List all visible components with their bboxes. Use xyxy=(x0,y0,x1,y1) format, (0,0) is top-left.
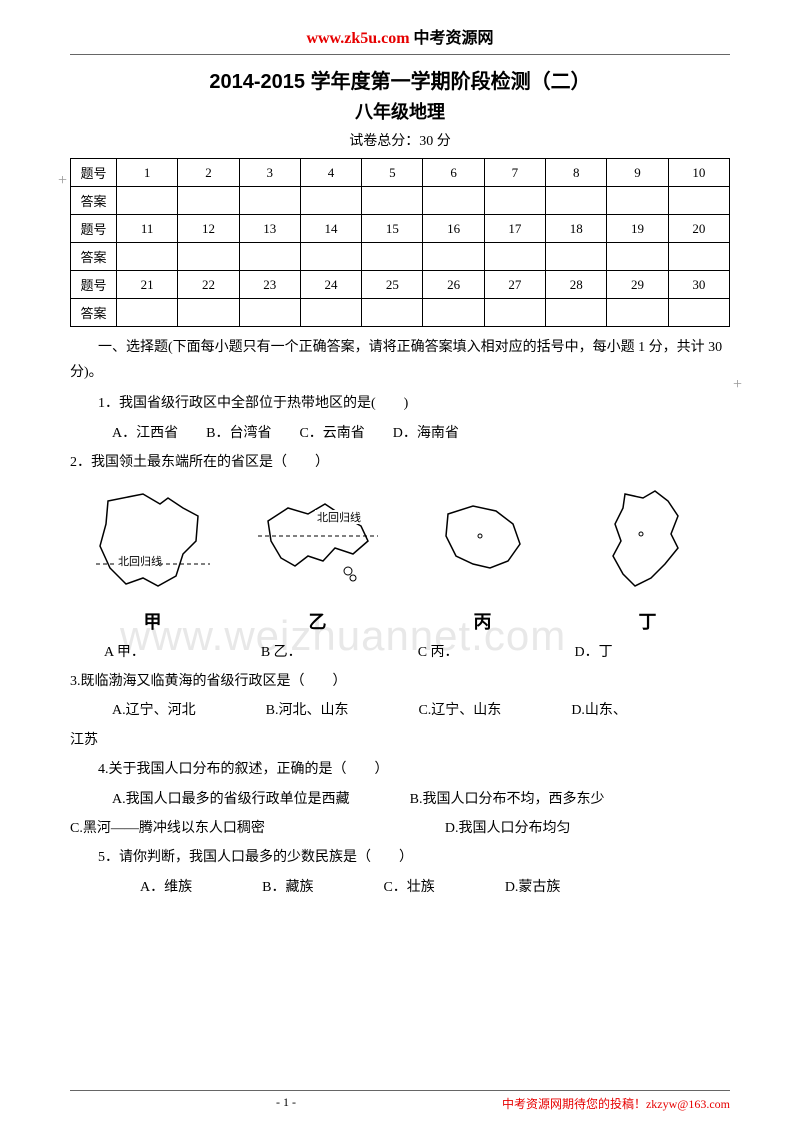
grid-cell: 8 xyxy=(546,159,607,187)
grid-cell: 24 xyxy=(300,271,361,299)
label-ding: 丁 xyxy=(639,608,657,634)
svg-text:北回归线: 北回归线 xyxy=(317,510,361,524)
question-3: 3.既临渤海又临黄海的省级行政区是（ ） xyxy=(70,667,730,696)
grid-cell: 26 xyxy=(423,271,484,299)
grid-cell: 2 xyxy=(178,159,239,187)
grid-cell: 27 xyxy=(484,271,545,299)
opt-a: A.我国人口最多的省级行政单位是西藏 xyxy=(112,785,350,814)
opt-b: B.河北、山东 xyxy=(266,696,349,725)
site-header: www.zk5u.com 中考资源网 xyxy=(70,24,730,48)
opt-d: D．丁 xyxy=(575,638,613,667)
grid-cell: 18 xyxy=(546,215,607,243)
grid-cell: 13 xyxy=(239,215,300,243)
question-4-options-1: A.我国人口最多的省级行政单位是西藏 B.我国人口分布不均，西多东少 xyxy=(70,785,730,814)
label-jia: 甲 xyxy=(144,608,162,634)
grid-label: 答案 xyxy=(71,187,117,215)
grid-cell: 12 xyxy=(178,215,239,243)
question-5: 5．请你判断，我国人口最多的少数民族是（ ） xyxy=(70,843,730,872)
opt-c: C.黑河——腾冲线以东人口稠密 xyxy=(70,814,265,843)
opt-a: A 甲． xyxy=(104,638,145,667)
grid-label: 题号 xyxy=(71,215,117,243)
score-line: 试卷总分：30 分 xyxy=(70,130,730,150)
page-title: 2014-2015 学年度第一学期阶段检测（二） xyxy=(70,65,730,94)
map-ding xyxy=(583,486,713,596)
grid-cell: 29 xyxy=(607,271,668,299)
grid-cell: 22 xyxy=(178,271,239,299)
opt-d: D.山东、 xyxy=(571,696,627,725)
page-subtitle: 八年级地理 xyxy=(70,98,730,124)
header-divider xyxy=(70,54,730,55)
question-2-options: A 甲． B 乙． C 丙． D．丁 xyxy=(70,638,730,667)
opt-d: D.蒙古族 xyxy=(505,873,561,902)
label-bing: 丙 xyxy=(474,608,492,634)
grid-cell: 1 xyxy=(117,159,178,187)
opt-c: C.辽宁、山东 xyxy=(418,696,501,725)
crop-mark-right: + xyxy=(733,376,742,394)
grid-label: 答案 xyxy=(71,243,117,271)
question-1: 1．我国省级行政区中全部位于热带地区的是( ) xyxy=(70,389,730,418)
opt-b: B 乙． xyxy=(261,638,302,667)
grid-cell: 19 xyxy=(607,215,668,243)
province-maps-row: 北回归线 北回归线 xyxy=(70,486,730,606)
grid-cell: 30 xyxy=(668,271,729,299)
map-bing xyxy=(418,486,548,596)
grid-cell: 3 xyxy=(239,159,300,187)
grid-cell: 20 xyxy=(668,215,729,243)
question-3-wrap: 江苏 xyxy=(70,726,730,755)
crop-mark-left: + xyxy=(58,172,67,190)
answer-grid: 题号 1 2 3 4 5 6 7 8 9 10 答案 题号 11 12 13 1… xyxy=(70,158,730,327)
question-5-options: A．维族 B．藏族 C．壮族 D.蒙古族 xyxy=(70,873,730,902)
grid-cell: 14 xyxy=(300,215,361,243)
grid-cell: 15 xyxy=(362,215,423,243)
question-4: 4.关于我国人口分布的叙述，正确的是（ ） xyxy=(70,755,730,784)
grid-cell: 5 xyxy=(362,159,423,187)
question-4-options-2: C.黑河——腾冲线以东人口稠密 D.我国人口分布均匀 xyxy=(70,814,730,843)
opt-a: A．维族 xyxy=(140,873,192,902)
grid-cell: 10 xyxy=(668,159,729,187)
grid-label: 题号 xyxy=(71,159,117,187)
question-1-options: A．江西省 B．台湾省 C．云南省 D．海南省 xyxy=(70,419,730,448)
question-3-options: A.辽宁、河北 B.河北、山东 C.辽宁、山东 D.山东、 xyxy=(70,696,730,725)
opt-b: B．藏族 xyxy=(262,873,313,902)
question-2: 2．我国领土最东端所在的省区是（ ） xyxy=(70,448,730,477)
grid-cell: 6 xyxy=(423,159,484,187)
grid-cell: 17 xyxy=(484,215,545,243)
grid-cell: 21 xyxy=(117,271,178,299)
grid-label: 答案 xyxy=(71,299,117,327)
grid-cell: 11 xyxy=(117,215,178,243)
grid-cell: 7 xyxy=(484,159,545,187)
section-intro: 一、选择题(下面每小题只有一个正确答案，请将正确答案填入相对应的括号中，每小题 … xyxy=(70,335,730,385)
grid-cell: 16 xyxy=(423,215,484,243)
opt-b: B.我国人口分布不均，西多东少 xyxy=(410,785,605,814)
svg-text:北回归线: 北回归线 xyxy=(118,554,162,568)
grid-cell: 4 xyxy=(300,159,361,187)
site-url: www.zk5u.com xyxy=(306,30,409,47)
grid-cell: 28 xyxy=(546,271,607,299)
map-yi: 北回归线 xyxy=(253,486,383,596)
opt-d: D.我国人口分布均匀 xyxy=(445,814,571,843)
label-yi: 乙 xyxy=(309,608,327,634)
opt-c: C．壮族 xyxy=(383,873,434,902)
opt-c: C 丙． xyxy=(418,638,459,667)
map-labels: 甲 乙 丙 丁 xyxy=(70,608,730,634)
grid-cell: 25 xyxy=(362,271,423,299)
page-footer: - 1 - 中考资源网期待您的投稿！zkzyw@163.com xyxy=(70,1090,730,1112)
grid-cell: 9 xyxy=(607,159,668,187)
map-jia: 北回归线 xyxy=(88,486,218,596)
site-name-cn: 中考资源网 xyxy=(410,30,494,47)
grid-label: 题号 xyxy=(71,271,117,299)
page-number: - 1 - xyxy=(276,1095,296,1112)
footer-credits: 中考资源网期待您的投稿！zkzyw@163.com xyxy=(502,1095,730,1112)
grid-cell: 23 xyxy=(239,271,300,299)
opt-a: A.辽宁、河北 xyxy=(112,696,196,725)
